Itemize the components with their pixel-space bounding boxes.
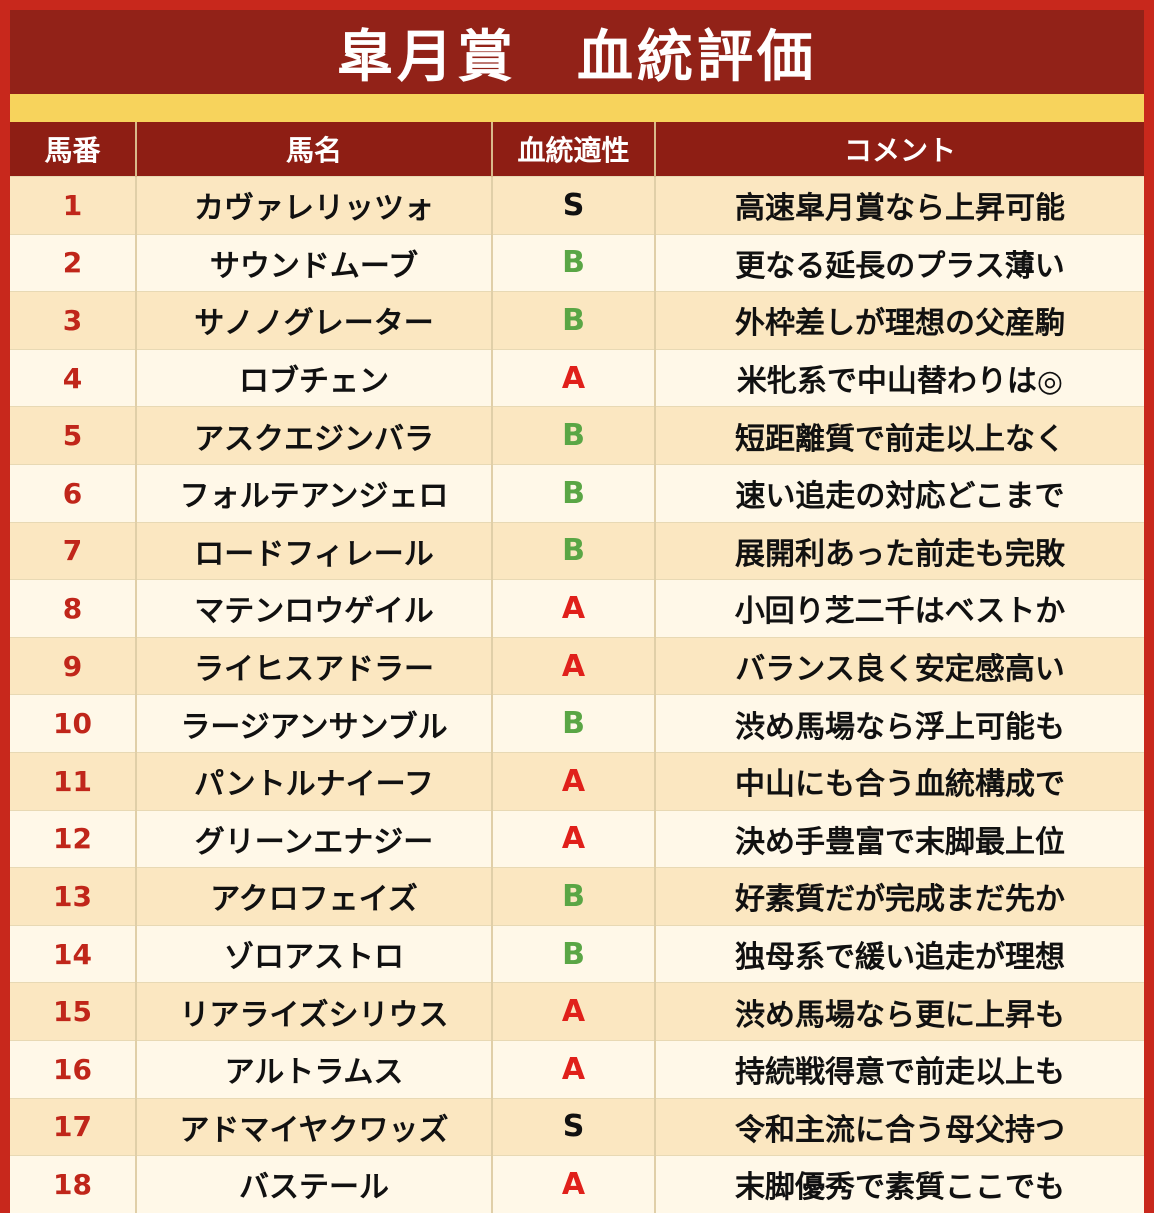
table-row: 17 アドマイヤクワッズ S 令和主流に合う母父持つ [10, 1097, 1144, 1156]
horse-name: パントルナイーフ [135, 751, 492, 811]
horse-comment: 更なる延長のプラス薄い [654, 233, 1144, 292]
horse-comment: 令和主流に合う母父持つ [654, 1097, 1144, 1156]
horse-comment: 展開利あった前走も完敗 [654, 521, 1144, 580]
horse-number: 2 [10, 233, 136, 292]
table-row: 6 フォルテアンジェロ B 速い追走の対応どこまで [10, 463, 1144, 523]
horse-number: 10 [10, 694, 136, 753]
horse-comment: 独母系で緩い追走が理想 [654, 924, 1144, 983]
horse-number: 5 [10, 406, 136, 465]
horse-number: 17 [10, 1097, 136, 1156]
horse-comment: 短距離質で前走以上なく [654, 406, 1144, 465]
evaluation-board: 皐月賞 血統評価 馬番 馬名 血統適性 コメント 1 カヴァレリッツォ S 高速皐月賞… [10, 10, 1144, 1213]
page-title: 皐月賞 血統評価 [10, 10, 1144, 94]
pedigree-grade: A [491, 1039, 655, 1098]
horse-name: ロブチェン [135, 348, 492, 407]
horse-name: アドマイヤクワッズ [135, 1097, 492, 1156]
table-row: 18 バステール A 末脚優秀で素質ここでも [10, 1155, 1144, 1213]
horse-comment: 高速皐月賞なら上昇可能 [654, 176, 1144, 235]
horse-number: 4 [10, 348, 136, 407]
horse-comment: 好素質だが完成まだ先か [654, 867, 1144, 926]
pedigree-grade: A [491, 1155, 655, 1213]
horse-name: サノノグレーター [135, 291, 492, 350]
pedigree-table: 馬番 馬名 血統適性 コメント 1 カヴァレリッツォ S 高速皐月賞なら上昇可能 2 サウ… [10, 122, 1144, 1213]
table-row: 4 ロブチェン A 米牝系で中山替わりは◎ [10, 348, 1144, 407]
pedigree-grade: A [491, 751, 655, 811]
horse-number: 11 [10, 751, 136, 811]
pedigree-grade: S [491, 1097, 655, 1156]
horse-name: ライヒスアドラー [135, 636, 492, 695]
horse-number: 16 [10, 1039, 136, 1098]
horse-name: アスクエジンバラ [135, 406, 492, 465]
horse-comment: 決め手豊富で末脚最上位 [654, 809, 1144, 868]
horse-number: 14 [10, 924, 136, 983]
table-row: 10 ラージアンサンブル B 渋め馬場なら浮上可能も [10, 694, 1144, 753]
table-row: 3 サノノグレーター B 外枠差しが理想の父産駒 [10, 291, 1144, 350]
table-row: 5 アスクエジンバラ B 短距離質で前走以上なく [10, 406, 1144, 465]
horse-number: 15 [10, 982, 136, 1041]
horse-name: アルトラムス [135, 1039, 492, 1098]
header-spacer [10, 94, 1144, 122]
table-row: 8 マテンロウゲイル A 小回り芝二千はベストか [10, 579, 1144, 638]
horse-comment: 渋め馬場なら浮上可能も [654, 694, 1144, 753]
horse-comment: バランス良く安定感高い [654, 636, 1144, 695]
horse-name: ラージアンサンブル [135, 694, 492, 753]
horse-name: フォルテアンジェロ [135, 463, 492, 523]
table-row: 14 ゾロアストロ B 独母系で緩い追走が理想 [10, 924, 1144, 983]
horse-number: 12 [10, 809, 136, 868]
horse-name: バステール [135, 1155, 492, 1213]
horse-comment: 米牝系で中山替わりは◎ [654, 348, 1144, 407]
pedigree-grade: B [491, 924, 655, 983]
pedigree-grade: B [491, 406, 655, 465]
horse-name: マテンロウゲイル [135, 579, 492, 638]
table-row: 1 カヴァレリッツォ S 高速皐月賞なら上昇可能 [10, 176, 1144, 235]
horse-name: サウンドムーブ [135, 233, 492, 292]
pedigree-grade: A [491, 809, 655, 868]
horse-comment: 末脚優秀で素質ここでも [654, 1155, 1144, 1213]
horse-comment: 速い追走の対応どこまで [654, 463, 1144, 523]
horse-comment: 渋め馬場なら更に上昇も [654, 982, 1144, 1041]
pedigree-grade: A [491, 579, 655, 638]
table-row: 7 ロードフィレール B 展開利あった前走も完敗 [10, 521, 1144, 580]
pedigree-grade: A [491, 348, 655, 407]
table-header-row: 馬番 馬名 血統適性 コメント [10, 122, 1144, 177]
table-row: 13 アクロフェイズ B 好素質だが完成まだ先か [10, 867, 1144, 926]
pedigree-grade: B [491, 694, 655, 753]
horse-name: カヴァレリッツォ [135, 176, 492, 235]
pedigree-grade: A [491, 982, 655, 1041]
pedigree-grade: B [491, 233, 655, 292]
horse-name: リアライズシリウス [135, 982, 492, 1041]
horse-number: 3 [10, 291, 136, 350]
table-row: 16 アルトラムス A 持続戦得意で前走以上も [10, 1039, 1144, 1098]
horse-comment: 小回り芝二千はベストか [654, 579, 1144, 638]
horse-number: 8 [10, 579, 136, 638]
header-pedigree-grade: 血統適性 [491, 122, 655, 177]
pedigree-grade: S [491, 176, 655, 235]
pedigree-grade: B [491, 291, 655, 350]
horse-comment: 持続戦得意で前走以上も [654, 1039, 1144, 1098]
horse-number: 13 [10, 867, 136, 926]
horse-name: アクロフェイズ [135, 867, 492, 926]
horse-number: 7 [10, 521, 136, 580]
pedigree-grade: A [491, 636, 655, 695]
horse-name: ゾロアストロ [135, 924, 492, 983]
horse-number: 6 [10, 463, 136, 523]
table-row: 12 グリーンエナジー A 決め手豊富で末脚最上位 [10, 809, 1144, 868]
table-row: 9 ライヒスアドラー A バランス良く安定感高い [10, 636, 1144, 695]
horse-name: ロードフィレール [135, 521, 492, 580]
table-row: 2 サウンドムーブ B 更なる延長のプラス薄い [10, 233, 1144, 292]
header-number: 馬番 [10, 122, 136, 177]
horse-number: 18 [10, 1155, 136, 1213]
horse-comment: 外枠差しが理想の父産駒 [654, 291, 1144, 350]
header-horse-name: 馬名 [135, 122, 492, 177]
horse-comment: 中山にも合う血統構成で [654, 751, 1144, 811]
table-row: 15 リアライズシリウス A 渋め馬場なら更に上昇も [10, 982, 1144, 1041]
pedigree-grade: B [491, 521, 655, 580]
pedigree-grade: B [491, 463, 655, 523]
pedigree-grade: B [491, 867, 655, 926]
table-row: 11 パントルナイーフ A 中山にも合う血統構成で [10, 751, 1144, 811]
horse-number: 9 [10, 636, 136, 695]
header-comment: コメント [654, 122, 1144, 177]
horse-name: グリーンエナジー [135, 809, 492, 868]
horse-number: 1 [10, 176, 136, 235]
